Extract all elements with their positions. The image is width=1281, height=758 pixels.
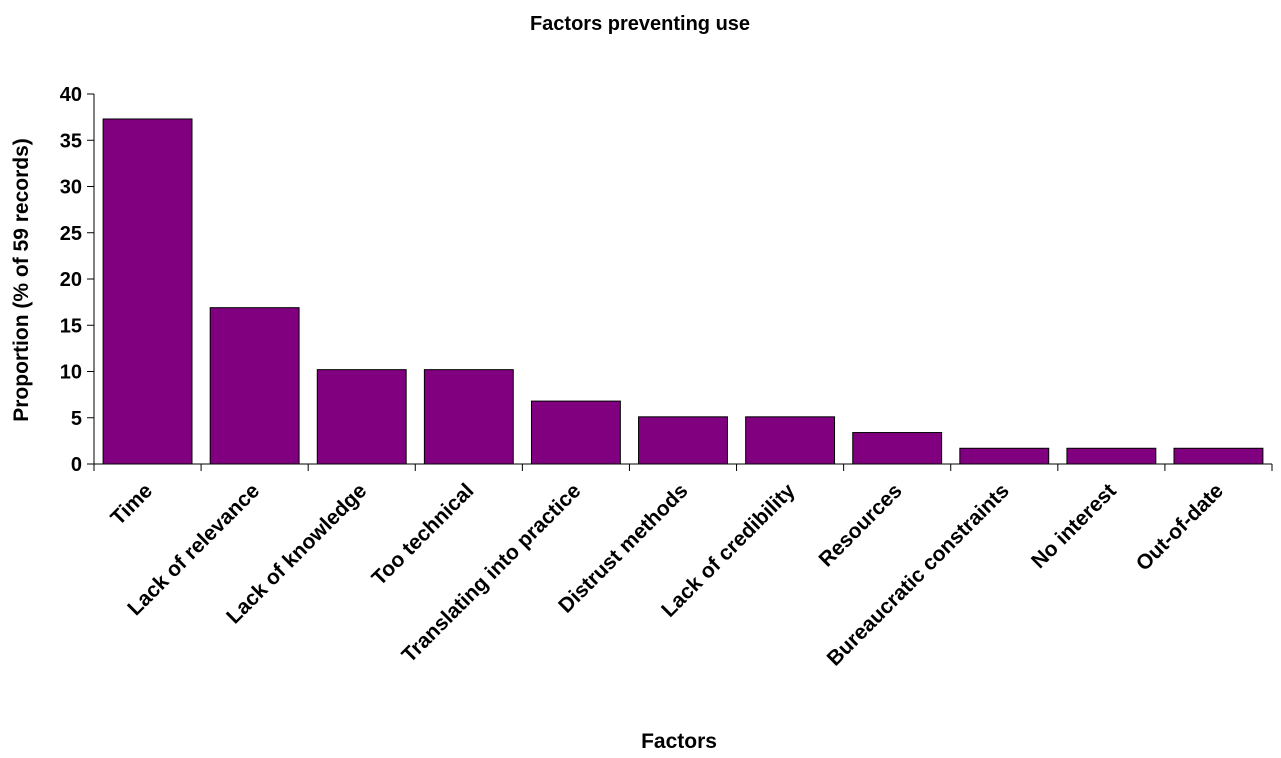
bar <box>530 400 621 465</box>
bar <box>959 447 1050 465</box>
y-axis-title: Proportion (% of 59 records) <box>10 138 33 422</box>
bar <box>316 369 407 465</box>
bar <box>423 369 514 465</box>
x-tick-label: Too technical <box>367 479 478 590</box>
x-tick-label: Resources <box>815 479 907 571</box>
x-tick-label: Out-of-date <box>1132 479 1228 575</box>
x-tick-label: No interest <box>1027 479 1121 573</box>
bar <box>852 432 943 465</box>
y-tick-label: 15 <box>60 315 82 337</box>
y-tick-label: 35 <box>60 130 82 152</box>
x-tick-label: Bureaucratic constraints <box>823 479 1014 670</box>
x-axis-title: Factors <box>641 730 717 753</box>
bar <box>1066 447 1157 465</box>
bar <box>638 416 728 465</box>
y-tick-label: 10 <box>60 362 82 384</box>
chart-title: Factors preventing use <box>530 13 750 35</box>
y-tick-label: 30 <box>60 177 82 199</box>
bar <box>209 307 300 465</box>
bar <box>1173 447 1264 465</box>
y-tick-label: 40 <box>60 84 82 106</box>
y-tick-label: 5 <box>71 408 82 430</box>
y-tick-label: 25 <box>60 223 82 245</box>
y-tick-label: 0 <box>71 454 82 476</box>
x-tick-label: Time <box>106 479 157 530</box>
y-tick-label: 20 <box>60 269 82 291</box>
x-tick-label: Translating into practice <box>398 479 586 667</box>
bar <box>102 118 193 465</box>
bar <box>745 416 836 465</box>
